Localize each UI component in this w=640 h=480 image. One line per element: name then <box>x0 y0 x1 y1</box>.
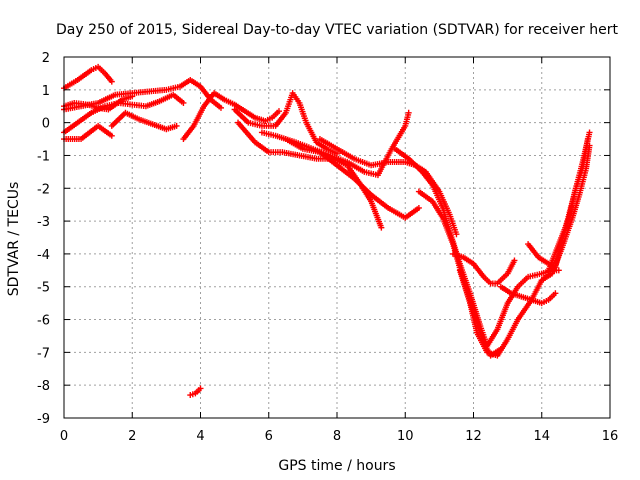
series-track-3 <box>61 91 187 136</box>
y-tick-label: -6 <box>37 314 50 329</box>
x-tick-label: 14 <box>533 429 550 444</box>
y-axis-ticks: 2 1 0 -1 -2 -3 -4 -5 -6 -7 -8 -9 <box>37 51 610 427</box>
data-point <box>108 132 115 139</box>
x-tick-label: 8 <box>333 429 341 444</box>
data-point <box>584 136 591 143</box>
data-point <box>129 93 136 100</box>
y-tick-label: -8 <box>37 379 50 394</box>
series-track-16 <box>450 250 518 287</box>
y-axis-label: SDTVAR / TECUs <box>6 182 22 297</box>
data-point <box>453 231 460 238</box>
data-point <box>555 267 562 274</box>
series-track-11 <box>282 136 422 221</box>
x-tick-label: 2 <box>128 429 136 444</box>
y-tick-label: 1 <box>42 84 50 99</box>
x-tick-label: 0 <box>60 429 68 444</box>
x-tick-label: 10 <box>397 429 414 444</box>
y-tick-label: -1 <box>37 149 50 164</box>
y-tick-label: 2 <box>42 51 50 66</box>
data-point <box>405 109 412 116</box>
y-tick-label: -5 <box>37 281 50 296</box>
y-tick-label: 0 <box>42 117 50 132</box>
series-track-15 <box>456 267 545 359</box>
x-tick-label: 6 <box>265 429 273 444</box>
y-tick-label: -3 <box>37 215 50 230</box>
series-track-8 <box>231 90 340 157</box>
data-point <box>180 99 187 106</box>
y-tick-label: -7 <box>37 346 50 361</box>
data-point <box>586 129 593 136</box>
data-points <box>61 63 593 399</box>
data-point <box>108 78 115 85</box>
data-point <box>552 290 559 297</box>
data-point <box>197 385 204 392</box>
data-point <box>378 224 385 231</box>
data-point <box>173 122 180 129</box>
series-track-9 <box>235 119 385 231</box>
series-track-18 <box>497 283 559 307</box>
data-point <box>511 257 518 264</box>
y-tick-label: -4 <box>37 248 50 263</box>
x-tick-label: 16 <box>602 429 619 444</box>
x-axis-label: GPS time / hours <box>278 458 395 474</box>
data-point <box>415 204 422 211</box>
data-point <box>275 108 282 115</box>
series-track-10 <box>258 109 412 179</box>
series-track-5 <box>108 109 180 133</box>
x-tick-label: 4 <box>196 429 204 444</box>
grid-lines <box>64 57 610 418</box>
data-point <box>217 104 224 111</box>
series-track-22 <box>187 385 204 399</box>
series-track-6 <box>61 93 136 113</box>
x-tick-label: 12 <box>465 429 482 444</box>
chart-title: Day 250 of 2015, Sidereal Day-to-day VTE… <box>56 22 618 38</box>
series-track-17 <box>484 267 562 349</box>
series-track-7 <box>180 90 282 143</box>
series-track-4 <box>61 122 115 143</box>
y-tick-label: -2 <box>37 182 50 197</box>
series-track-21 <box>545 136 591 274</box>
series-track-2 <box>61 76 224 113</box>
x-axis-ticks: 0 2 4 6 8 10 12 14 16 <box>60 57 618 444</box>
series-track-1 <box>61 63 115 92</box>
y-tick-label: -9 <box>37 412 50 427</box>
